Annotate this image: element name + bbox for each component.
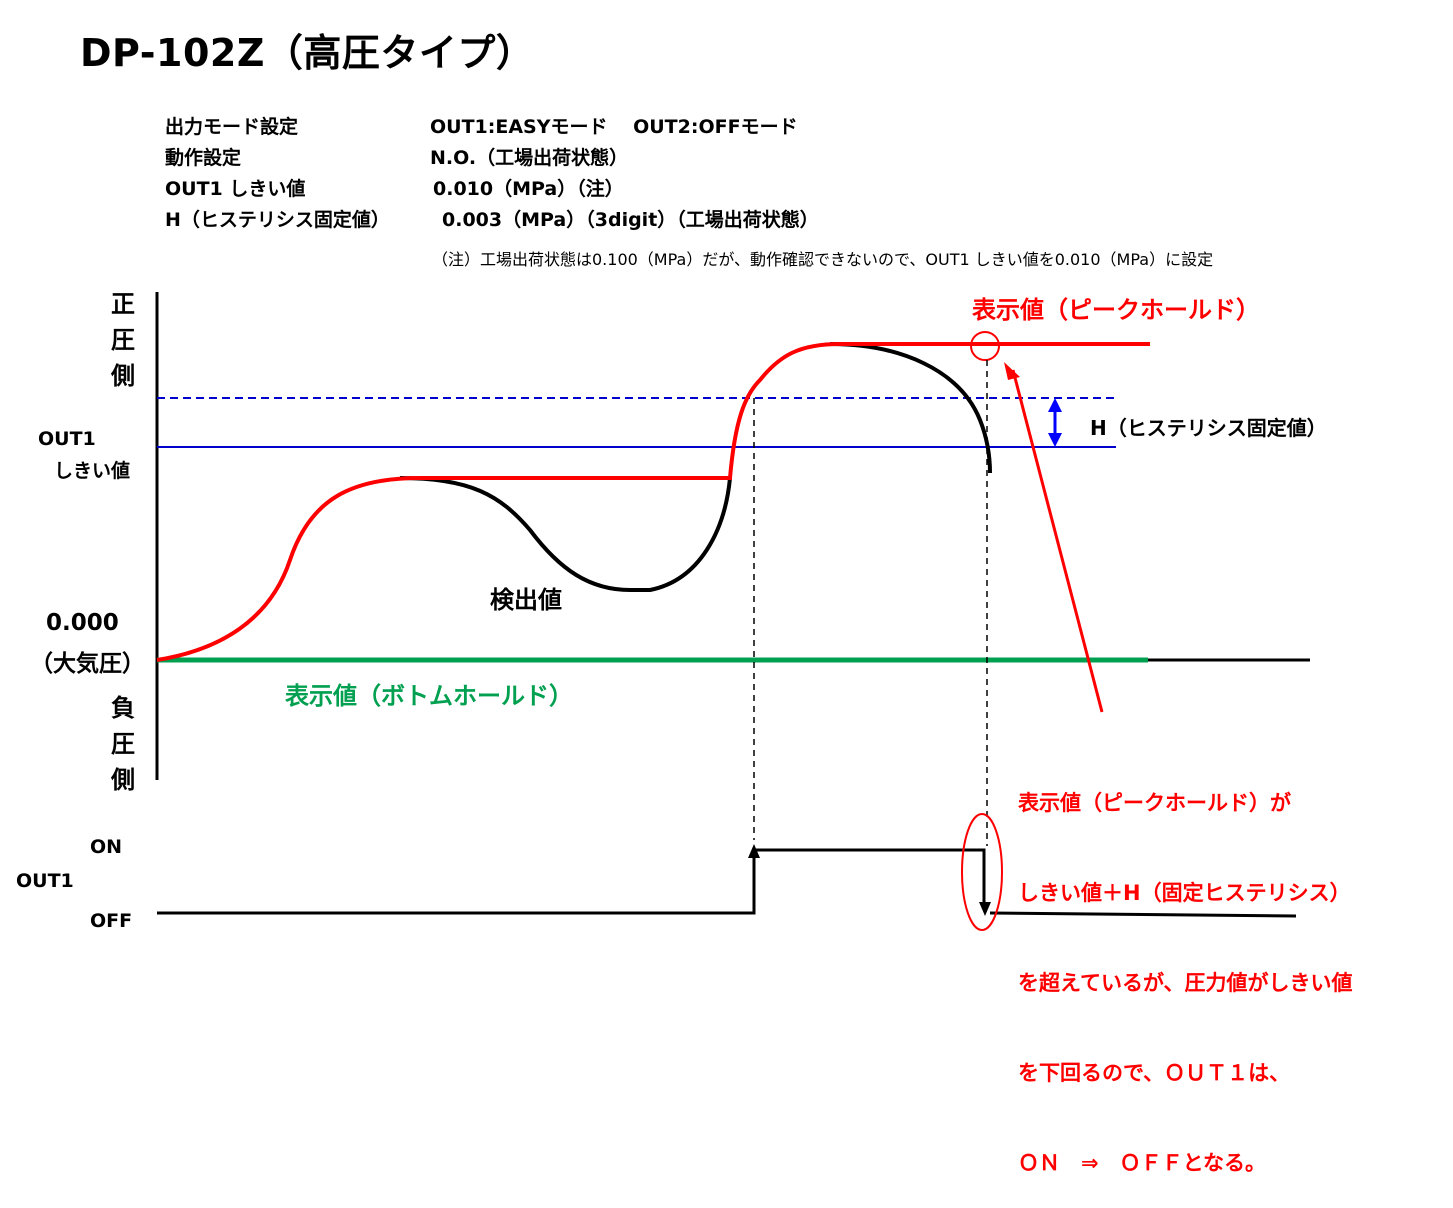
explanation-line: を下回るので、ＯＵＴ１は、 <box>1018 1061 1291 1085</box>
explanation-line: を超えているが、圧力値がしきい値 <box>1018 971 1353 995</box>
zero-label-text: （大気圧） <box>30 651 145 677</box>
settings-value: OUT1:EASYモード OUT2:OFFモード <box>430 116 798 138</box>
pressure-diagram <box>155 292 1310 931</box>
threshold-label-text: しきい値 <box>54 460 131 482</box>
negative-side-char: 負 <box>111 694 135 722</box>
settings-label: 出力モード設定 <box>165 116 299 138</box>
peak-marker-circle <box>970 331 1000 361</box>
hysteresis-arrow-head-up <box>1048 398 1062 412</box>
negative-side-label: 負 圧 側 <box>108 690 138 798</box>
positive-side-char: 圧 <box>111 326 135 354</box>
settings-value: N.O.（工場出荷状態） <box>430 147 629 169</box>
settings-label: OUT1 しきい値 <box>165 178 306 200</box>
positive-side-label: 正 圧 側 <box>108 286 138 394</box>
out1-off-label: OFF <box>90 910 133 932</box>
settings-label: H（ヒステリシス固定値） <box>165 209 390 231</box>
out1-on-label: ON <box>90 836 123 858</box>
positive-side-char: 側 <box>111 362 135 390</box>
negative-side-char: 圧 <box>111 730 135 758</box>
explanation-line: ＯＮ ⇒ ＯＦＦとなる。 <box>1018 1151 1266 1175</box>
settings-value: 0.003（MPa）（3digit）（工場出荷状態） <box>442 209 819 231</box>
footnote: （注）工場出荷状態は0.100（MPa）だが、動作確認できないので、OUT1 し… <box>432 250 1214 269</box>
detected-value-curve <box>399 342 992 592</box>
peak-hold-label: 表示値（ピークホールド） <box>972 296 1260 324</box>
positive-side-char: 正 <box>111 290 135 318</box>
out1-fall-arrow-head <box>979 902 991 916</box>
settings-value: 0.010（MPa）（注） <box>433 178 624 200</box>
hysteresis-arrow-head-down <box>1048 433 1062 447</box>
callout-arrow-head <box>1004 362 1020 380</box>
negative-side-char: 側 <box>111 766 135 794</box>
page-title: DP-102Z（高圧タイプ） <box>80 31 535 75</box>
detected-value-label: 検出値 <box>490 586 562 614</box>
explanation-text: 表示値（ピークホールド）が しきい値＋H（固定ヒステリシス） を超えているが、圧… <box>1018 728 1353 1208</box>
out1-name-label: OUT1 <box>16 870 74 892</box>
settings-label: 動作設定 <box>165 147 242 169</box>
bottom-hold-label: 表示値（ボトムホールド） <box>285 682 573 710</box>
explanation-line: 表示値（ピークホールド）が <box>1018 791 1291 815</box>
explanation-line: しきい値＋H（固定ヒステリシス） <box>1018 881 1351 905</box>
peak-hold-curve <box>156 342 1150 662</box>
callout-arrow <box>1011 369 1104 713</box>
off-transition-ellipse <box>961 813 1003 931</box>
zero-label-value: 0.000 <box>46 610 119 636</box>
out1-rise-arrow-head <box>748 844 760 858</box>
threshold-label-out1: OUT1 <box>38 428 96 450</box>
hysteresis-label: H（ヒステリシス固定値） <box>1090 416 1327 440</box>
